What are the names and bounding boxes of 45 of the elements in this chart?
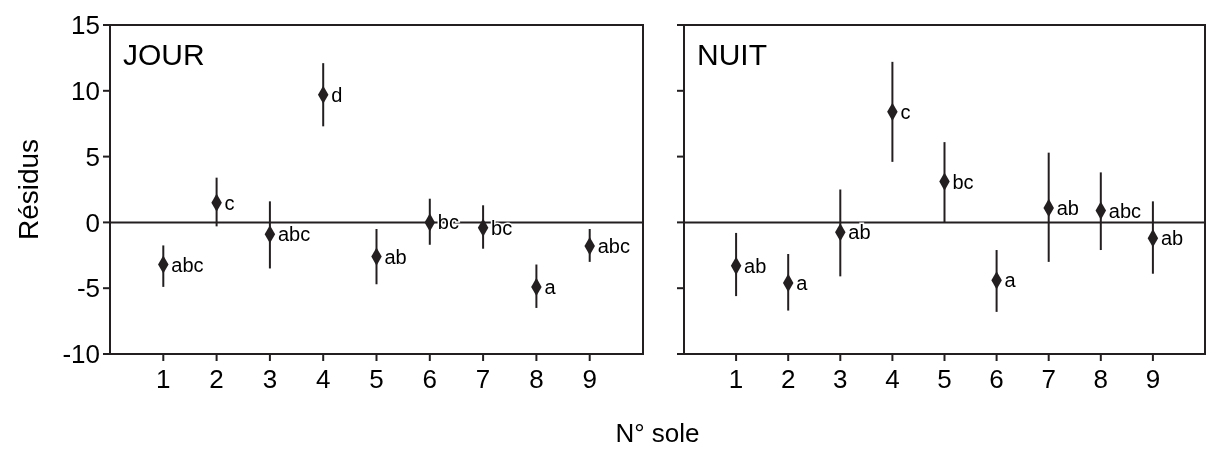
x-tick-label: 8 — [529, 364, 544, 394]
data-label: ab — [1160, 227, 1184, 250]
x-tick-label: 5 — [937, 364, 952, 394]
x-tick-label: 5 — [369, 364, 384, 394]
data-label: ab — [744, 254, 767, 277]
x-tick-label: 2 — [780, 364, 796, 394]
data-label: abc — [1108, 199, 1142, 222]
y-tick-label: 0 — [85, 207, 100, 238]
x-tick-label: 8 — [1093, 364, 1109, 394]
data-label: abc — [171, 253, 204, 276]
x-tick-label: 3 — [262, 364, 278, 394]
chart-title: JOUR — [123, 38, 205, 71]
x-tick-label: 7 — [1041, 364, 1056, 394]
x-tick-label: 1 — [728, 364, 744, 394]
x-tick-label: 1 — [156, 364, 171, 394]
x-tick-label: 9 — [1145, 364, 1161, 394]
y-tick-label: 15 — [71, 10, 100, 41]
data-label: abc — [597, 235, 630, 258]
x-tick-label: 3 — [833, 364, 848, 394]
x-tick-label: 6 — [989, 364, 1004, 394]
data-label: ab — [384, 245, 407, 268]
x-tick-label: 9 — [582, 364, 597, 394]
data-label: ab — [1056, 196, 1079, 219]
data-label: a — [1004, 269, 1017, 292]
x-tick-label: 7 — [475, 364, 491, 394]
x-axis-title: N° sole — [615, 418, 700, 448]
data-label: c — [224, 191, 235, 214]
x-tick-label: 2 — [209, 364, 224, 394]
data-label: a — [544, 275, 557, 298]
data-label: bc — [491, 216, 513, 239]
data-label: a — [796, 271, 809, 294]
data-label: abc — [277, 223, 311, 246]
y-tick-label: 5 — [85, 141, 100, 172]
y-axis-title: Résidus — [13, 138, 44, 241]
x-tick-label: 4 — [315, 364, 331, 394]
y-tick-label: -5 — [76, 273, 100, 304]
chart-title: NUIT — [697, 38, 767, 71]
data-label: bc — [952, 170, 974, 193]
x-tick-label: 4 — [885, 364, 900, 394]
data-label: c — [900, 100, 911, 123]
data-label: ab — [848, 221, 871, 244]
data-label: d — [331, 83, 343, 106]
x-tick-label: 6 — [422, 364, 438, 394]
y-tick-label: -10 — [62, 339, 100, 370]
y-tick-label: 10 — [71, 75, 100, 106]
